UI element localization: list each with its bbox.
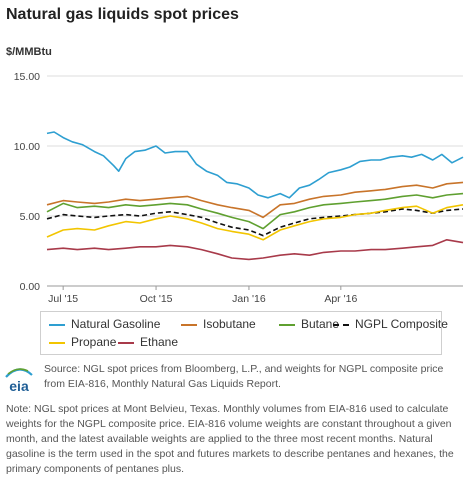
y-axis-unit: $/MMBtu bbox=[6, 46, 52, 58]
legend-label: Propane bbox=[71, 335, 117, 349]
legend-label: Isobutane bbox=[203, 317, 256, 331]
legend-item-propane: Propane bbox=[49, 335, 116, 349]
legend-swatch bbox=[118, 341, 134, 344]
eia-logo: eia bbox=[5, 368, 33, 394]
series-line-natural-gasoline bbox=[46, 131, 464, 199]
legend-swatch bbox=[181, 323, 197, 326]
legend-label: Natural Gasoline bbox=[71, 317, 161, 331]
legend-swatch bbox=[49, 341, 65, 344]
y-tick-label: 15.00 bbox=[14, 71, 40, 83]
y-tick-label: 10.00 bbox=[14, 141, 40, 153]
legend-item-natural-gasoline: Natural Gasoline bbox=[49, 317, 160, 331]
legend-swatch bbox=[49, 323, 65, 326]
legend-swatch bbox=[333, 323, 349, 326]
legend-swatch bbox=[279, 323, 295, 326]
series-line-isobutane bbox=[46, 181, 464, 219]
y-tick-labels: 0.00 5.00 10.00 15.00 bbox=[14, 71, 40, 293]
series-line-ngpl-composite bbox=[46, 208, 464, 237]
y-tick-label: 0.00 bbox=[20, 281, 41, 293]
source-text: Source: NGL spot prices from Bloomberg, … bbox=[44, 363, 444, 390]
legend-label: Ethane bbox=[140, 335, 179, 349]
x-tick-label: Apr '16 bbox=[324, 293, 357, 305]
x-tick-label: Jul '15 bbox=[48, 293, 78, 305]
legend-label: NGPL Composite bbox=[355, 317, 448, 331]
series-line-ethane bbox=[46, 239, 464, 261]
series-lines bbox=[46, 131, 464, 261]
chart-title: Natural gas liquids spot prices bbox=[6, 6, 239, 23]
legend-item-ethane: Ethane bbox=[118, 335, 178, 349]
series-line-propane bbox=[46, 204, 464, 241]
note-text: Note: NGL spot prices at Mont Belvieu, T… bbox=[6, 403, 454, 475]
x-tick-label: Oct '15 bbox=[140, 293, 173, 305]
legend-label: Butane bbox=[301, 317, 340, 331]
gridlines bbox=[47, 75, 463, 287]
legend-item-ngpl-composite: NGPL Composite bbox=[333, 317, 448, 331]
x-tick-label: Jan '16 bbox=[232, 293, 266, 305]
logo-text: eia bbox=[9, 378, 29, 394]
x-tick-labels: Jul '15 Oct '15 Jan '16 Apr '16 bbox=[48, 286, 357, 305]
y-tick-label: 5.00 bbox=[20, 211, 41, 223]
chart: 0.00 5.00 10.00 15.00 Jul '15 Oct '15 Jan '16… bbox=[14, 71, 464, 305]
legend-item-isobutane: Isobutane bbox=[181, 317, 256, 331]
legend: Natural Gasoline Isobutane Butane NGPL C… bbox=[40, 311, 448, 355]
series-line-butane bbox=[46, 192, 464, 230]
legend-item-butane: Butane bbox=[279, 317, 339, 331]
